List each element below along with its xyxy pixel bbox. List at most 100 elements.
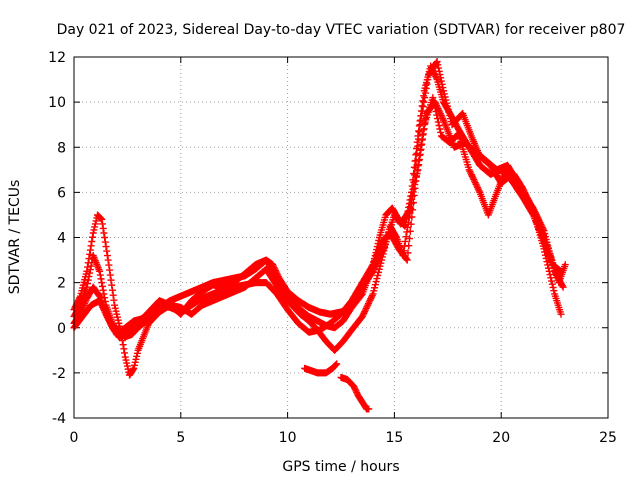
data-point-marker: [443, 102, 451, 110]
data-point-marker: [365, 405, 373, 413]
data-point-marker: [421, 120, 429, 128]
data-point-marker: [435, 122, 443, 130]
data-point-marker: [98, 279, 106, 287]
data-point-marker: [526, 201, 534, 209]
data-point-marker: [106, 271, 114, 279]
data-point-marker: [470, 175, 478, 183]
data-point-marker: [435, 64, 443, 72]
data-point-marker: [419, 130, 427, 138]
data-point-marker: [419, 103, 427, 111]
data-point-marker: [377, 251, 385, 259]
data-point-marker: [332, 361, 340, 369]
y-axis-label: SDTVAR / TECUs: [7, 180, 23, 295]
data-point-marker: [442, 96, 450, 104]
data-point-marker: [372, 278, 380, 286]
y-tick-label: 12: [48, 50, 66, 66]
data-point-marker: [98, 282, 106, 290]
data-point-marker: [370, 266, 378, 274]
data-point-marker: [110, 296, 118, 304]
data-point-marker: [362, 304, 370, 312]
data-point-marker: [414, 166, 422, 174]
data-point-marker: [106, 266, 114, 274]
data-point-marker: [433, 58, 441, 66]
data-point-marker: [401, 237, 409, 245]
y-tick-label: -4: [52, 411, 66, 427]
data-point-marker: [533, 215, 541, 223]
data-point-marker: [541, 248, 549, 256]
data-point-marker: [119, 341, 127, 349]
data-point-marker: [408, 195, 416, 203]
data-point-marker: [534, 217, 542, 225]
data-point-marker: [415, 128, 423, 136]
data-point-marker: [118, 337, 126, 345]
data-point-marker: [107, 276, 115, 284]
data-point-marker: [409, 188, 417, 196]
data-point-marker: [429, 94, 437, 102]
data-point-marker: [447, 115, 455, 123]
data-point-marker: [440, 90, 448, 98]
data-point-marker: [379, 246, 387, 254]
data-point-marker: [436, 71, 444, 79]
data-point-marker: [392, 232, 400, 240]
data-point-marker: [109, 291, 117, 299]
data-point-marker: [402, 255, 410, 263]
data-point-marker: [416, 150, 424, 158]
data-point-marker: [424, 76, 432, 84]
data-point-marker: [446, 111, 454, 119]
data-point-marker: [557, 310, 565, 318]
x-tick-label: 15: [385, 430, 403, 446]
data-point-marker: [440, 87, 448, 95]
data-point-marker: [101, 234, 109, 241]
data-point-marker: [535, 218, 543, 226]
data-point-marker: [371, 264, 379, 272]
data-point-marker: [466, 167, 474, 175]
data-point-marker: [96, 271, 104, 279]
x-tick-label: 20: [492, 430, 510, 446]
data-point-marker: [101, 238, 109, 246]
data-point-marker: [437, 128, 445, 136]
data-point-marker: [437, 74, 445, 82]
data-point-marker: [105, 261, 113, 269]
data-point-marker: [474, 184, 482, 192]
x-tick-label: 0: [70, 430, 79, 446]
data-point-marker: [86, 246, 94, 254]
data-point-marker: [443, 99, 451, 107]
data-point-marker: [441, 93, 449, 101]
data-point-marker: [333, 360, 341, 368]
x-tick-label: 5: [176, 430, 185, 446]
data-point-marker: [435, 67, 443, 75]
y-tick-label: -2: [52, 366, 66, 382]
data-point-marker: [531, 210, 539, 218]
data-point-marker: [412, 173, 420, 181]
data-point-marker: [468, 172, 476, 180]
data-point-marker: [405, 206, 413, 214]
data-point-marker: [363, 303, 371, 311]
data-point-marker: [96, 267, 104, 275]
data-point-marker: [412, 177, 420, 185]
data-point-marker: [378, 248, 386, 256]
series-segment-f: [337, 373, 373, 413]
data-point-marker: [331, 361, 339, 369]
data-point-marker: [120, 345, 128, 353]
data-point-marker: [371, 284, 379, 292]
data-point-marker: [546, 271, 554, 279]
data-point-marker: [361, 308, 369, 316]
data-point-marker: [471, 177, 478, 185]
data-point-marker: [376, 253, 384, 261]
data-point-marker: [474, 185, 482, 193]
data-point-marker: [98, 215, 106, 223]
data-point-marker: [437, 77, 445, 85]
data-point-marker: [407, 199, 415, 207]
data-point-marker: [103, 252, 111, 260]
data-point-marker: [377, 250, 385, 258]
data-point-marker: [415, 122, 423, 130]
data-point-marker: [366, 296, 374, 304]
data-point-marker: [83, 267, 91, 275]
data-point-marker: [473, 182, 481, 190]
data-point-marker: [415, 156, 423, 164]
data-point-marker: [416, 121, 424, 129]
data-point-marker: [84, 263, 92, 271]
data-point-marker: [526, 199, 534, 207]
data-point-marker: [422, 115, 430, 123]
data-point-marker: [406, 203, 414, 211]
